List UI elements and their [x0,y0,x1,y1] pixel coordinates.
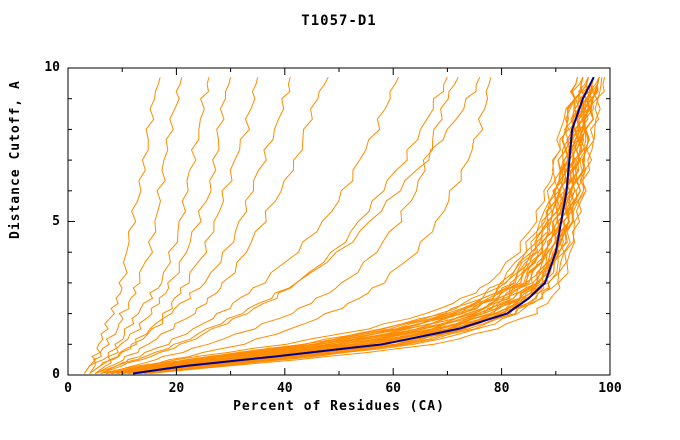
y-tick-label: 0 [52,367,60,382]
x-tick-label: 80 [493,381,510,396]
model-curve [116,77,589,374]
model-curve [83,77,183,374]
model-curve [105,76,459,374]
model-curve [105,77,584,374]
model-curve [105,76,584,374]
x-axis-label: Percent of Residues (CA) [233,399,445,414]
model-curve [100,76,400,374]
model-curve [111,77,589,374]
model-curve [111,77,589,374]
y-tick-label: 10 [44,60,60,75]
model-curve [89,77,232,374]
model-curve [122,76,595,374]
x-tick-label: 60 [385,381,402,396]
model-curve [105,77,578,374]
model-curve [111,77,584,374]
y-tick-label: 5 [52,213,60,229]
highlight-curve [132,76,595,375]
model-curve [83,77,161,374]
model-curve [111,77,492,374]
model-curve [94,76,481,374]
model-curve [116,77,589,374]
model-curve [94,77,259,374]
model-curve [132,77,600,374]
model-curve [116,77,589,374]
x-tick-label: 100 [598,381,622,396]
chart-title: T1057-D1 [301,13,377,29]
model-curve [111,77,578,374]
model-curve [116,77,584,374]
model-curve [105,77,584,374]
model-curve [100,77,578,374]
model-curve [127,76,600,374]
model-curve [122,76,595,374]
model-curve [89,77,291,374]
x-tick-label: 40 [276,381,293,396]
x-tick-label: 20 [168,381,185,396]
model-curve [94,76,329,374]
model-curve [89,77,210,374]
model-curve [132,77,595,374]
model-curve [111,76,589,374]
model-curve [143,77,606,374]
x-tick-label: 0 [64,381,72,396]
